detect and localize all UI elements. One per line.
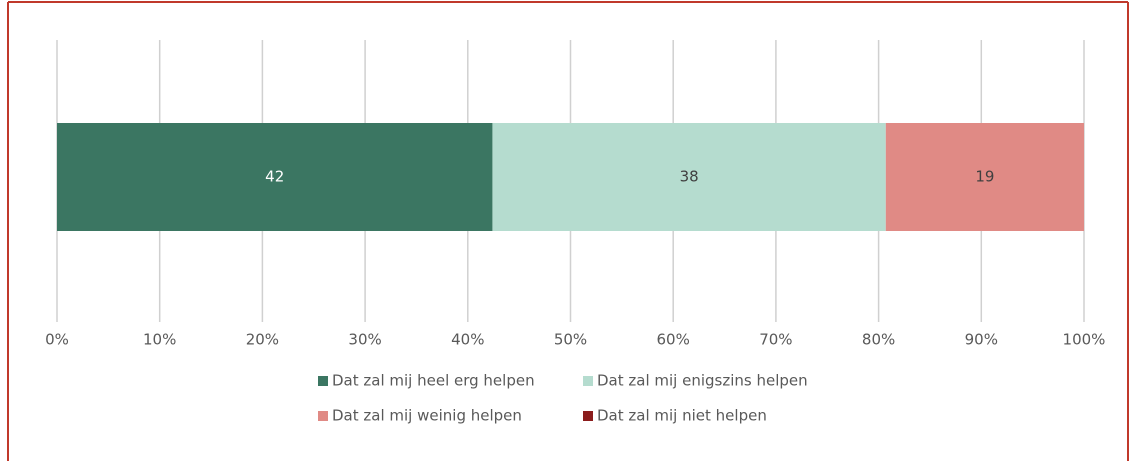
legend-label: Dat zal mij niet helpen xyxy=(597,407,767,425)
legend-label: Dat zal mij heel erg helpen xyxy=(332,372,535,390)
x-tick-label: 80% xyxy=(862,331,895,349)
legend-label: Dat zal mij weinig helpen xyxy=(332,407,522,425)
x-tick-label: 60% xyxy=(657,331,690,349)
bar-segment xyxy=(885,123,1084,231)
bar-segment xyxy=(492,123,886,231)
x-tick-label: 20% xyxy=(246,331,279,349)
x-tick-label: 90% xyxy=(965,331,998,349)
data-label: 42 xyxy=(265,168,284,186)
data-label: 38 xyxy=(680,168,699,186)
x-tick-label: 50% xyxy=(554,331,587,349)
x-tick-label: 70% xyxy=(759,331,792,349)
x-tick-label: 0% xyxy=(45,331,69,349)
legend-label: Dat zal mij enigszins helpen xyxy=(597,372,808,390)
x-tick-label: 10% xyxy=(143,331,176,349)
bar-segment xyxy=(57,123,493,231)
legend-swatch xyxy=(583,411,593,421)
legend-swatch xyxy=(318,411,328,421)
legend-swatch xyxy=(583,376,593,386)
x-tick-label: 30% xyxy=(348,331,381,349)
x-tick-label: 100% xyxy=(1063,331,1106,349)
data-label: 19 xyxy=(975,168,994,186)
legend-swatch xyxy=(318,376,328,386)
x-tick-label: 40% xyxy=(451,331,484,349)
